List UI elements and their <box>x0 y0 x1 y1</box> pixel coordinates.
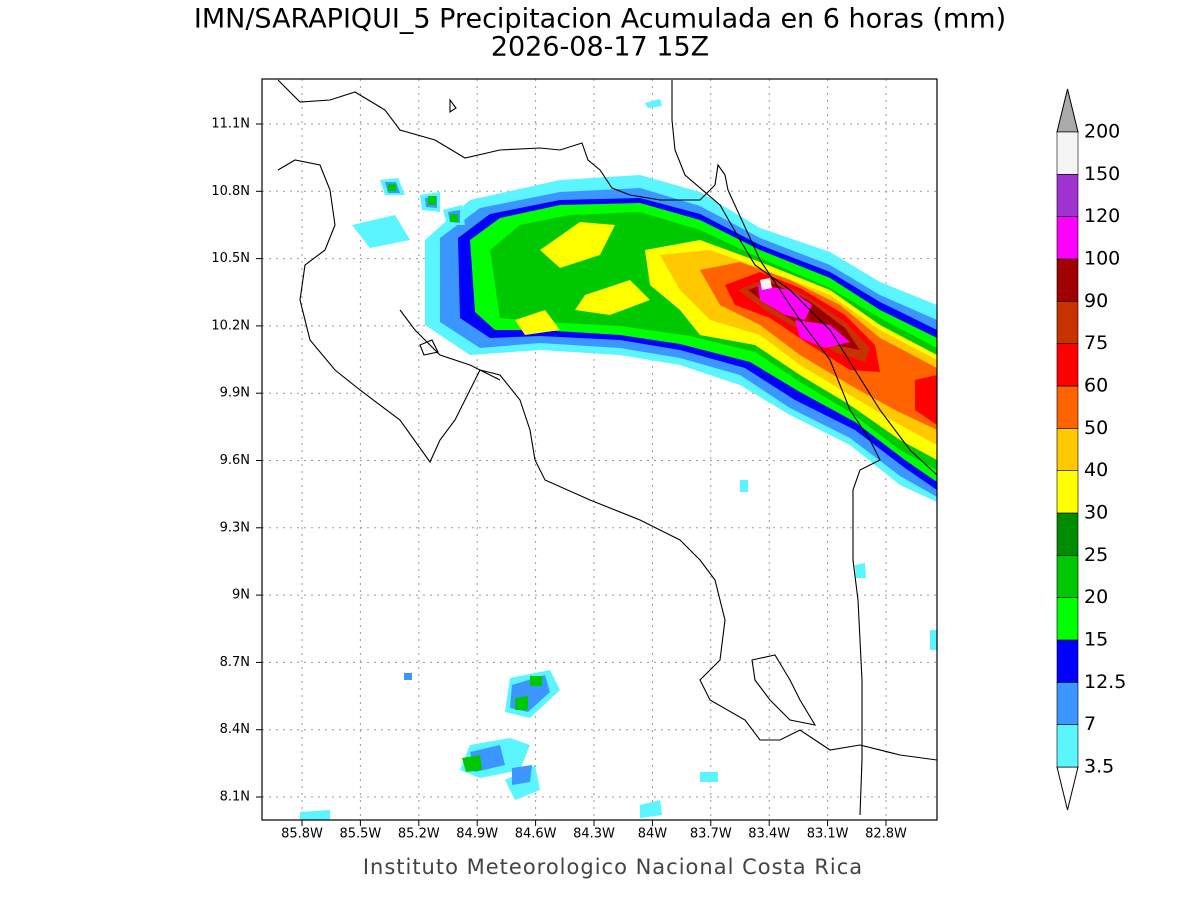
coastlines <box>277 79 937 816</box>
lat-tick-label: 11.1N <box>211 117 250 132</box>
lat-tick-label: 8.7N <box>220 655 250 670</box>
lon-tick-label: 83.7W <box>690 827 732 842</box>
lon-tick-label: 84.9W <box>456 827 498 842</box>
colorbar-box <box>1056 597 1079 641</box>
colorbar-lower-triangle <box>1056 766 1079 811</box>
precip-field <box>300 99 937 820</box>
lon-tick-label: 85.2W <box>398 827 440 842</box>
lon-tick-label: 85.8W <box>281 827 323 842</box>
footer-credit: Instituto Meteorologico Nacional Costa R… <box>363 855 863 879</box>
colorbar-box <box>1056 301 1079 344</box>
lat-tick-label: 10.5N <box>211 251 250 266</box>
lat-tick-label: 10.2N <box>211 318 250 333</box>
lat-tick-label: 8.1N <box>220 790 250 805</box>
colorbar-box <box>1056 216 1079 260</box>
title: IMN/SARAPIQUI_5 Precipitacion Acumulada … <box>194 4 1006 35</box>
lon-tick-label: 84W <box>638 827 668 842</box>
colorbar-label: 60 <box>1084 375 1108 397</box>
map-frame <box>261 78 938 821</box>
colorbar-label: 15 <box>1084 629 1108 651</box>
colorbar-label: 150 <box>1084 163 1120 185</box>
colorbar-label: 30 <box>1084 502 1108 524</box>
lat-tick-label: 8.4N <box>220 722 250 737</box>
colorbar-box <box>1056 555 1079 598</box>
lon-tick-label: 84.3W <box>573 827 615 842</box>
lat-tick-label: 9N <box>232 588 250 603</box>
colorbar-box <box>1056 470 1079 514</box>
colorbar-box <box>1056 428 1079 471</box>
colorbar-box <box>1056 512 1079 556</box>
lon-tick-label: 83.4W <box>748 827 790 842</box>
colorbar-label: 120 <box>1084 205 1120 227</box>
lat-tick-label: 9.3N <box>220 520 250 535</box>
colorbar-upper-triangle <box>1056 88 1079 133</box>
colorbar-box <box>1056 258 1079 302</box>
lon-tick-label: 84.6W <box>515 827 557 842</box>
colorbar-label: 200 <box>1084 121 1120 143</box>
colorbar-label: 7 <box>1084 713 1096 735</box>
lat-tick-label: 9.6N <box>220 453 250 468</box>
colorbar-label: 100 <box>1084 248 1120 270</box>
subtitle: 2026-08-17 15Z <box>491 32 709 63</box>
lat-tick-label: 9.9N <box>220 386 250 401</box>
colorbar-box <box>1056 385 1079 429</box>
lon-tick-label: 83.1W <box>807 827 849 842</box>
lon-tick-label: 85.5W <box>339 827 381 842</box>
colorbar-box <box>1056 343 1079 387</box>
lon-tick-label: 82.8W <box>865 827 907 842</box>
colorbar-box <box>1056 682 1079 725</box>
colorbar-box <box>1056 131 1079 175</box>
colorbar-label: 50 <box>1084 417 1108 439</box>
colorbar-label: 25 <box>1084 544 1108 566</box>
colorbar-box <box>1056 639 1079 683</box>
lat-tick-label: 10.8N <box>211 184 250 199</box>
colorbar-label: 20 <box>1084 586 1108 608</box>
colorbar-box <box>1056 174 1079 217</box>
colorbar-label: 90 <box>1084 290 1108 312</box>
colorbar-label: 40 <box>1084 459 1108 481</box>
colorbar-label: 3.5 <box>1084 756 1114 778</box>
colorbar-box <box>1056 724 1079 768</box>
colorbar: 3.5 7 12.5 15 20 25 30 40 50 60 75 90 100 120 150 200 <box>1056 88 1126 811</box>
colorbar-label: 75 <box>1084 332 1108 354</box>
colorbar-label: 12.5 <box>1084 671 1126 693</box>
